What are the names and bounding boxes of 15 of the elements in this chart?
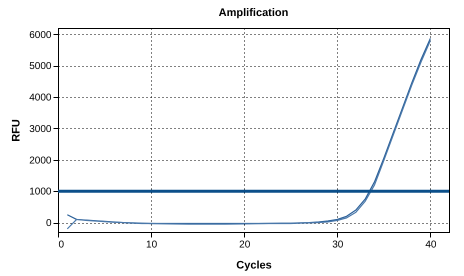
y-tick-label: 0 bbox=[46, 218, 52, 230]
y-tick-label: 3000 bbox=[29, 124, 52, 135]
y-tick-label: 4000 bbox=[29, 92, 52, 104]
x-axis-title: Cycles bbox=[236, 260, 272, 272]
y-tick-label: 5000 bbox=[29, 61, 52, 72]
y-tick-label: 2000 bbox=[29, 155, 52, 166]
x-tick-label: 40 bbox=[425, 240, 437, 250]
x-tick-label: 10 bbox=[146, 240, 158, 250]
y-axis-title: RFU bbox=[10, 119, 22, 142]
x-tick-label: 0 bbox=[58, 240, 64, 250]
y-tick-label: 1000 bbox=[29, 186, 52, 198]
x-tick-label: 20 bbox=[239, 240, 251, 250]
x-tick-label: 30 bbox=[332, 240, 344, 250]
chart-title: Amplification bbox=[218, 7, 289, 19]
y-tick-label: 6000 bbox=[29, 30, 52, 41]
